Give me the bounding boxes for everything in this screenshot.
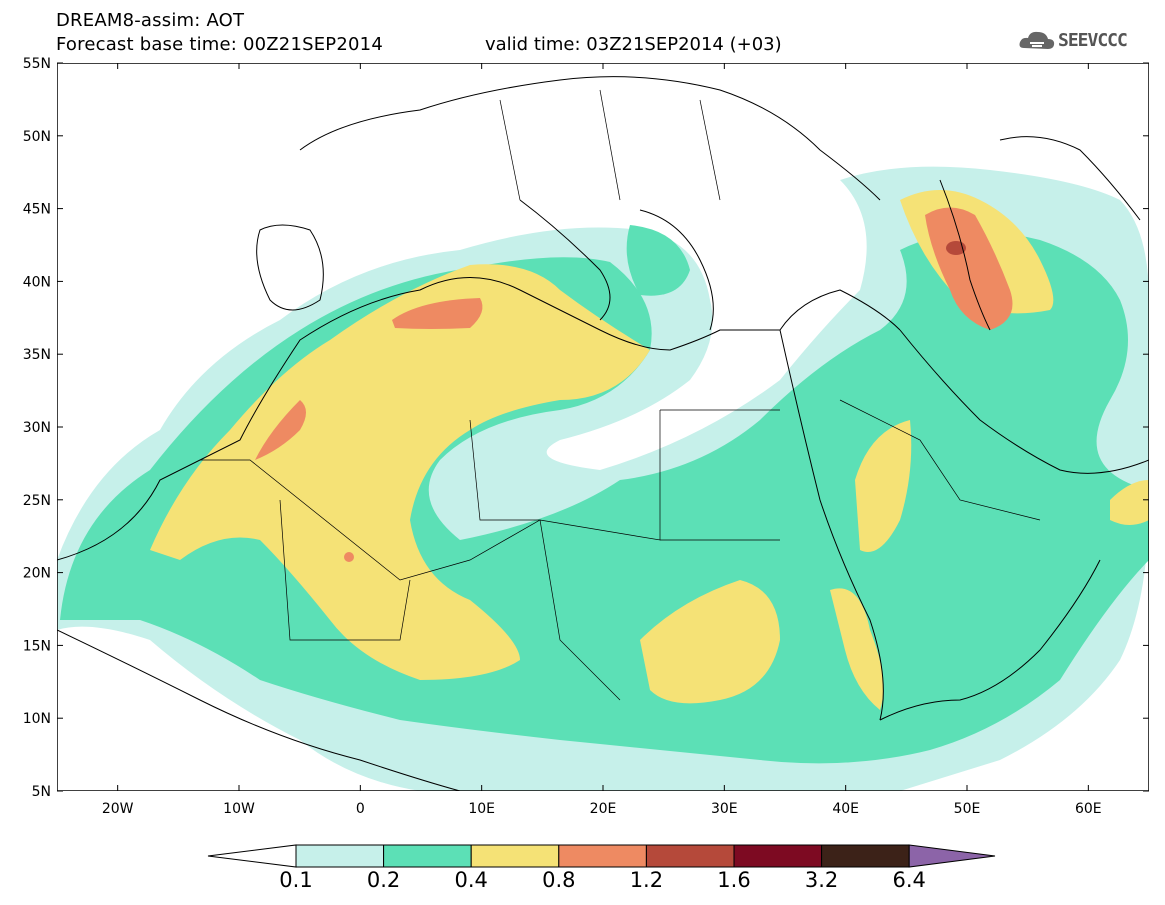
colorbar-swatch <box>733 844 823 868</box>
colorbar-level-label: 0.4 <box>454 868 488 892</box>
colorbar-high-arrow <box>908 844 996 868</box>
lat-tick-label: 50N <box>23 129 51 145</box>
colorbar-level-label: 0.2 <box>366 868 401 892</box>
colorbar-labels: 0.1 0.2 0.4 0.8 1.2 1.6 3.2 6.4 <box>0 868 1165 898</box>
model-title: DREAM8-assim: AOT <box>56 10 245 31</box>
colorbar-swatch <box>470 844 560 868</box>
lat-tick-label: 30N <box>23 420 51 436</box>
borders <box>200 89 1041 701</box>
latitude-axis: 55N 50N 45N 40N 35N 30N 25N 20N 15N 10N 5N <box>23 56 1149 800</box>
lon-tick-label: 0 <box>356 801 365 817</box>
colorbar-swatch <box>383 844 472 868</box>
lat-tick-label: 25N <box>23 493 51 509</box>
plot-area <box>57 63 1149 791</box>
longitude-axis: 20W 10W 0 10E 20E 30E 40E 50E 60E <box>102 63 1102 817</box>
colorbar-level-label: 0.1 <box>279 868 313 892</box>
aot-band-1-2 <box>946 241 966 255</box>
logo-text: SEEVCCC <box>1058 30 1128 51</box>
colorbar-level-label: 0.8 <box>542 868 576 892</box>
lat-tick-label: 20N <box>23 566 51 582</box>
lon-tick-label: 30E <box>711 801 738 817</box>
colorbar-level-label: 1.2 <box>629 868 664 892</box>
lat-tick-label: 55N <box>23 56 51 72</box>
lon-tick-label: 10E <box>468 801 495 817</box>
valid-time: valid time: 03Z21SEP2014 (+03) <box>485 34 782 55</box>
lon-tick-label: 50E <box>954 801 981 817</box>
colorbar-low-arrow <box>207 844 297 868</box>
lat-tick-label: 45N <box>23 202 51 218</box>
lat-tick-label: 5N <box>32 784 51 800</box>
aot-band-0-8 <box>255 207 1013 562</box>
colorbar-swatch <box>645 844 735 868</box>
lat-tick-label: 35N <box>23 347 51 363</box>
lat-tick-label: 15N <box>23 638 51 654</box>
colorbar-swatch <box>558 844 647 868</box>
colorbar-level-label: 3.2 <box>804 868 839 892</box>
base-time: Forecast base time: 00Z21SEP2014 <box>56 34 383 55</box>
colorbar-level-label: 1.6 <box>717 868 751 892</box>
lon-tick-label: 60E <box>1075 801 1102 817</box>
lat-tick-label: 40N <box>23 274 51 290</box>
coastlines <box>57 76 1149 791</box>
colorbar <box>207 844 996 868</box>
lon-tick-label: 40E <box>832 801 859 817</box>
cloud-logo-icon <box>1019 31 1055 49</box>
lon-tick-label: 20E <box>590 801 617 817</box>
lon-tick-label: 10W <box>223 801 255 817</box>
lat-tick-label: 10N <box>23 711 51 727</box>
colorbar-level-label: 6.4 <box>892 868 926 892</box>
colorbar-swatch <box>821 844 910 868</box>
colorbar-swatch <box>295 844 385 868</box>
lon-tick-label: 20W <box>102 801 134 817</box>
